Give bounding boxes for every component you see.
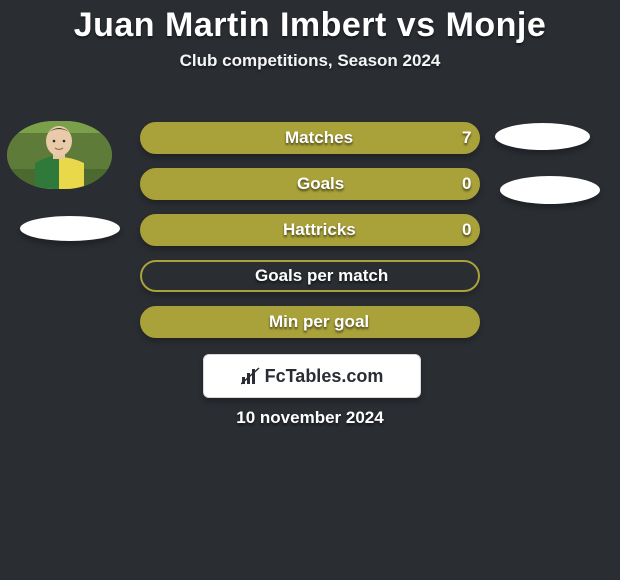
comparison-infographic: Juan Martin Imbert vs Monje Club competi… [0, 0, 620, 580]
stat-bar-value-right: 0 [462, 220, 471, 240]
page-subtitle: Club competitions, Season 2024 [0, 51, 620, 71]
player-right-avatar-pill [495, 123, 590, 150]
page-title: Juan Martin Imbert vs Monje [0, 0, 620, 45]
attribution-label: FcTables.com [265, 366, 384, 387]
stat-bar-label: Goals per match [255, 266, 388, 286]
stat-bar-label: Matches [285, 128, 353, 148]
footer-date: 10 november 2024 [0, 408, 620, 428]
stat-bar-label: Min per goal [269, 312, 369, 332]
avatar-illustration-icon [7, 121, 112, 189]
stat-bar-value-right: 0 [462, 174, 471, 194]
attribution-text: FcTables.com [241, 366, 384, 387]
player-right-name-pill [500, 176, 600, 204]
player-left-avatar [7, 121, 112, 189]
stat-bar-label: Goals [297, 174, 344, 194]
attribution-box: FcTables.com [203, 354, 421, 398]
bar-chart-icon [241, 367, 261, 385]
player-left-name-pill [20, 216, 120, 241]
stat-bar-label: Hattricks [283, 220, 356, 240]
stat-bar-value-right: 7 [462, 128, 471, 148]
